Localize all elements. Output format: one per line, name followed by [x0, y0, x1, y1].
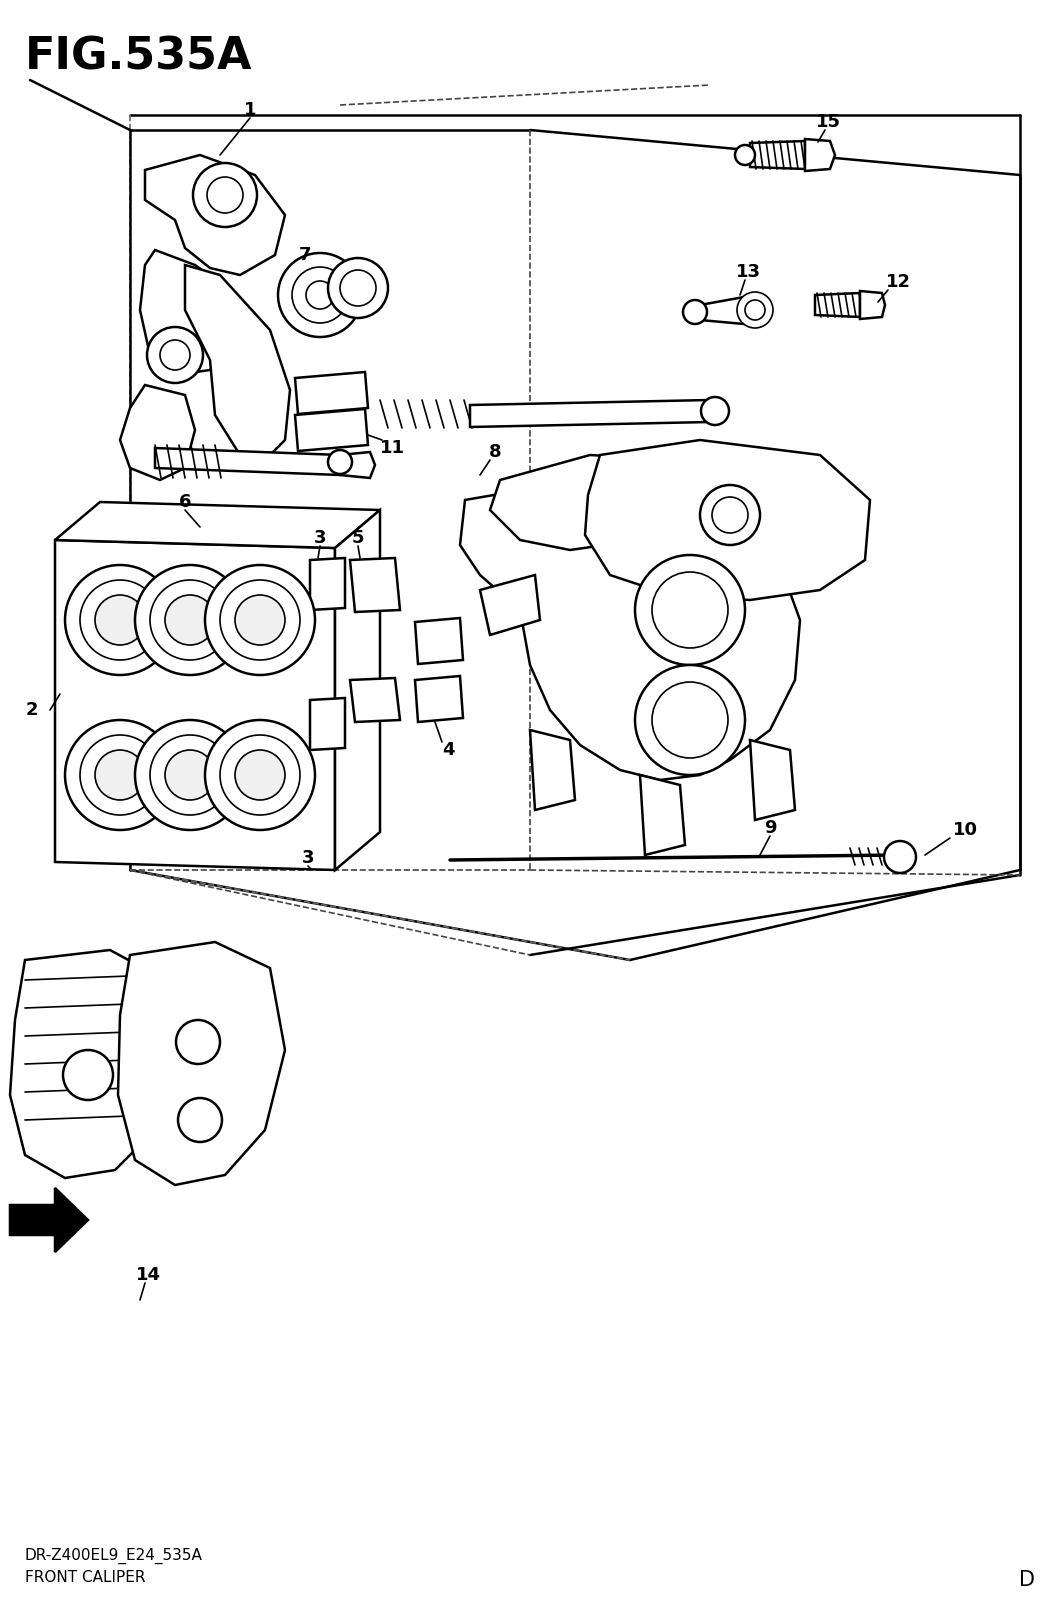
Circle shape: [292, 267, 348, 323]
Circle shape: [178, 1098, 222, 1142]
Polygon shape: [310, 698, 345, 750]
Circle shape: [220, 579, 300, 659]
Text: 1: 1: [244, 101, 257, 118]
Polygon shape: [805, 139, 835, 171]
Text: 13: 13: [735, 262, 761, 282]
Polygon shape: [310, 558, 345, 610]
Text: 8: 8: [489, 443, 502, 461]
Circle shape: [712, 498, 748, 533]
Circle shape: [235, 595, 285, 645]
Text: 2: 2: [25, 701, 38, 718]
Polygon shape: [750, 739, 795, 819]
Polygon shape: [414, 618, 463, 664]
Circle shape: [278, 253, 362, 338]
Polygon shape: [335, 510, 380, 870]
Text: 3: 3: [302, 850, 315, 867]
Text: FIG.535A: FIG.535A: [25, 35, 252, 78]
Circle shape: [150, 579, 230, 659]
Polygon shape: [55, 541, 335, 870]
Text: 15: 15: [815, 114, 841, 131]
Text: D: D: [1019, 1570, 1035, 1590]
Circle shape: [165, 750, 215, 800]
Circle shape: [652, 682, 728, 758]
Polygon shape: [414, 675, 463, 722]
Polygon shape: [470, 400, 710, 427]
Circle shape: [220, 734, 300, 814]
Circle shape: [147, 326, 203, 382]
Polygon shape: [295, 371, 368, 414]
Circle shape: [193, 163, 257, 227]
Polygon shape: [140, 250, 235, 374]
Circle shape: [737, 291, 773, 328]
Circle shape: [701, 397, 729, 426]
Polygon shape: [859, 291, 885, 318]
Circle shape: [135, 565, 245, 675]
Text: 6: 6: [179, 493, 191, 510]
Circle shape: [205, 565, 315, 675]
Text: 10: 10: [952, 821, 977, 838]
Polygon shape: [350, 678, 400, 722]
Circle shape: [150, 734, 230, 814]
Circle shape: [160, 341, 190, 370]
Text: 5: 5: [351, 530, 364, 547]
Polygon shape: [120, 386, 195, 480]
Text: FWD: FWD: [34, 1213, 62, 1227]
Polygon shape: [295, 410, 368, 451]
Circle shape: [165, 595, 215, 645]
Polygon shape: [185, 266, 290, 461]
Polygon shape: [460, 480, 800, 781]
Circle shape: [328, 258, 388, 318]
Circle shape: [635, 555, 745, 666]
Circle shape: [700, 485, 760, 546]
Circle shape: [235, 750, 285, 800]
Circle shape: [80, 579, 160, 659]
Circle shape: [205, 720, 315, 830]
Circle shape: [176, 1021, 220, 1064]
Circle shape: [63, 1050, 113, 1101]
Text: 7: 7: [299, 246, 311, 264]
Polygon shape: [490, 454, 735, 550]
Polygon shape: [750, 141, 805, 170]
Circle shape: [95, 595, 145, 645]
Polygon shape: [55, 502, 380, 547]
Text: 11: 11: [380, 438, 405, 458]
Polygon shape: [530, 730, 575, 810]
Text: DR-Z400EL9_E24_535A: DR-Z400EL9_E24_535A: [25, 1549, 203, 1565]
Circle shape: [95, 750, 145, 800]
Polygon shape: [815, 293, 859, 317]
Circle shape: [135, 720, 245, 830]
Polygon shape: [350, 558, 400, 611]
Text: 12: 12: [886, 274, 910, 291]
Polygon shape: [118, 942, 285, 1186]
Polygon shape: [11, 1187, 88, 1251]
Circle shape: [635, 666, 745, 774]
Circle shape: [745, 301, 765, 320]
Circle shape: [735, 146, 755, 165]
Polygon shape: [340, 451, 375, 478]
Circle shape: [80, 734, 160, 814]
Circle shape: [65, 565, 175, 675]
Text: 3: 3: [313, 530, 326, 547]
Polygon shape: [480, 574, 540, 635]
Polygon shape: [145, 155, 285, 275]
Polygon shape: [700, 294, 758, 325]
Circle shape: [884, 842, 916, 874]
Polygon shape: [155, 448, 340, 475]
Polygon shape: [585, 440, 870, 600]
Polygon shape: [11, 950, 175, 1178]
Circle shape: [306, 282, 333, 309]
Circle shape: [340, 270, 376, 306]
Text: 4: 4: [442, 741, 454, 758]
Text: 14: 14: [136, 1266, 161, 1283]
Text: 9: 9: [764, 819, 776, 837]
Circle shape: [65, 720, 175, 830]
Circle shape: [207, 178, 243, 213]
Text: FRONT CALIPER: FRONT CALIPER: [25, 1570, 145, 1586]
Circle shape: [652, 573, 728, 648]
Polygon shape: [640, 774, 685, 854]
Circle shape: [683, 301, 707, 323]
Circle shape: [328, 450, 352, 474]
